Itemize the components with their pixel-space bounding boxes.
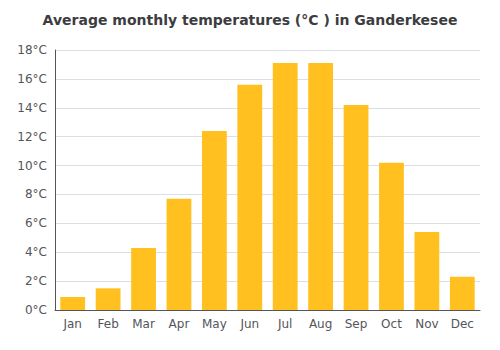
svg-text:16°C: 16°C (17, 72, 47, 86)
svg-text:12°C: 12°C (17, 130, 47, 144)
svg-text:0°C: 0°C (25, 303, 47, 317)
svg-text:18°C: 18°C (17, 43, 47, 57)
svg-text:Aug: Aug (309, 317, 332, 331)
svg-text:2°C: 2°C (25, 274, 47, 288)
svg-text:Dec: Dec (451, 317, 474, 331)
svg-text:Oct: Oct (381, 317, 402, 331)
svg-text:10°C: 10°C (17, 159, 47, 173)
svg-text:8°C: 8°C (25, 187, 47, 201)
svg-text:Feb: Feb (98, 317, 119, 331)
svg-text:Sep: Sep (345, 317, 368, 331)
svg-text:Mar: Mar (132, 317, 155, 331)
svg-text:Jan: Jan (62, 317, 82, 331)
svg-text:Jul: Jul (277, 317, 292, 331)
svg-text:Apr: Apr (169, 317, 190, 331)
svg-text:6°C: 6°C (25, 216, 47, 230)
svg-text:4°C: 4°C (25, 245, 47, 259)
svg-text:Average monthly temperatures (: Average monthly temperatures (°C ) in Ga… (43, 12, 458, 28)
svg-text:Nov: Nov (415, 317, 438, 331)
svg-text:May: May (202, 317, 227, 331)
svg-text:14°C: 14°C (17, 101, 47, 115)
svg-text:Jun: Jun (239, 317, 259, 331)
